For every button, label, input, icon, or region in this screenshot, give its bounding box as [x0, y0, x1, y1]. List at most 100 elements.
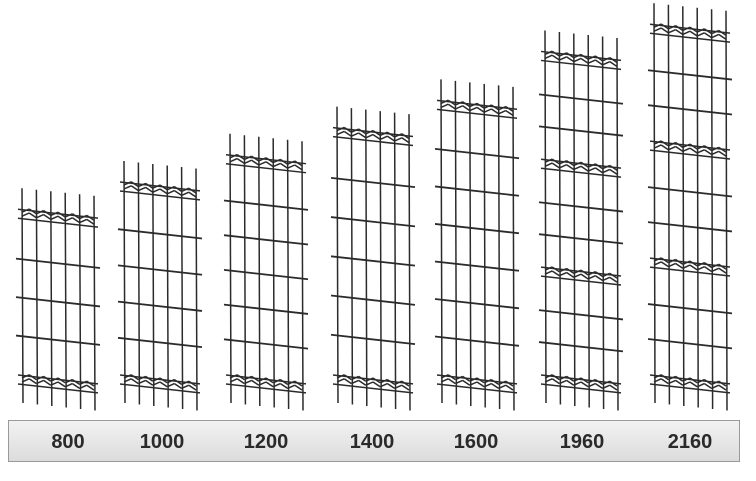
v-fold	[540, 266, 622, 286]
horizontal-wire	[330, 176, 416, 189]
vertical-wire	[440, 79, 443, 404]
vertical-wire	[601, 36, 605, 410]
height-label-1000: 1000	[139, 431, 185, 453]
vertical-wire	[78, 194, 82, 410]
v-fold	[436, 374, 518, 394]
vertical-wire	[573, 33, 576, 407]
v-fold	[119, 181, 201, 201]
vertical-wire	[710, 9, 714, 410]
horizontal-wire	[15, 334, 101, 346]
vertical-wire	[286, 139, 290, 410]
vertical-wire	[195, 168, 198, 411]
horizontal-wire	[223, 303, 309, 315]
horizontal-wire	[538, 233, 624, 245]
horizontal-wire	[330, 294, 416, 306]
v-fold	[119, 374, 201, 394]
horizontal-wire	[538, 341, 624, 353]
vertical-wire	[696, 7, 699, 408]
vertical-wire	[725, 10, 728, 411]
vertical-wire	[667, 4, 671, 405]
v-fold	[540, 50, 622, 71]
horizontal-wire	[223, 234, 309, 246]
vertical-wire	[379, 111, 382, 408]
v-fold	[649, 140, 731, 160]
height-label-1960: 1960	[559, 431, 605, 453]
vertical-wire	[616, 37, 619, 411]
vertical-wire	[258, 136, 261, 407]
v-fold	[332, 126, 414, 147]
horizontal-wire	[15, 257, 101, 269]
v-fold	[649, 257, 731, 277]
v-fold	[225, 153, 307, 174]
horizontal-wire	[223, 338, 309, 350]
vertical-wire	[64, 192, 67, 408]
v-fold	[17, 374, 99, 394]
vertical-wire	[497, 85, 501, 410]
horizontal-wire	[434, 185, 520, 197]
vertical-wire	[350, 108, 354, 405]
vertical-wire	[558, 31, 562, 405]
horizontal-wire	[117, 300, 203, 312]
vertical-wire	[93, 195, 96, 411]
horizontal-wire	[15, 296, 101, 308]
vertical-wire	[544, 30, 547, 404]
v-fold	[540, 374, 622, 394]
horizontal-wire	[434, 298, 520, 310]
vertical-wire	[653, 3, 656, 404]
horizontal-wire	[538, 93, 624, 105]
horizontal-wire	[117, 264, 203, 276]
vertical-wire	[454, 80, 458, 405]
horizontal-wire	[117, 228, 203, 240]
vertical-wire	[682, 6, 685, 407]
horizontal-wire	[647, 303, 733, 315]
horizontal-wire	[434, 148, 520, 160]
v-fold	[649, 23, 731, 43]
horizontal-wire	[434, 335, 520, 347]
horizontal-wire	[117, 336, 203, 349]
vertical-wire	[469, 82, 472, 407]
fence-panels-diagram	[15, 3, 733, 411]
horizontal-wire	[647, 69, 733, 81]
height-label-1200: 1200	[243, 431, 289, 453]
vertical-wire	[166, 165, 169, 408]
vertical-wire	[393, 112, 397, 410]
vertical-wire	[483, 83, 486, 408]
vertical-wire	[301, 141, 304, 411]
vertical-wire	[21, 188, 24, 404]
vertical-wire	[336, 106, 339, 404]
height-label-1400: 1400	[349, 431, 395, 453]
horizontal-wire	[330, 255, 416, 267]
height-label-2160: 2160	[667, 431, 713, 453]
vertical-wire	[35, 189, 39, 405]
horizontal-wire	[538, 201, 624, 213]
v-fold	[649, 374, 731, 394]
height-label-800: 800	[51, 431, 85, 453]
v-fold	[436, 99, 518, 120]
v-fold	[225, 374, 307, 394]
horizontal-wire	[434, 223, 520, 235]
vertical-wire	[123, 160, 126, 404]
height-label-1600: 1600	[453, 431, 499, 453]
horizontal-wire	[647, 186, 733, 198]
vertical-wire	[50, 191, 53, 407]
vertical-wire	[152, 163, 155, 407]
vertical-wire	[365, 109, 368, 407]
horizontal-wire	[330, 333, 416, 345]
horizontal-wire	[647, 104, 733, 116]
horizontal-wire	[330, 216, 416, 228]
horizontal-wire	[223, 269, 309, 281]
v-fold	[540, 158, 622, 178]
vertical-wire	[512, 86, 515, 411]
vertical-wire	[243, 135, 247, 405]
horizontal-wire	[538, 125, 624, 137]
vertical-wire	[587, 34, 590, 408]
vertical-wire	[272, 138, 275, 408]
horizontal-wire	[434, 260, 520, 272]
vertical-wire	[408, 114, 411, 411]
horizontal-wire	[223, 199, 309, 211]
horizontal-wire	[647, 338, 733, 350]
horizontal-wire	[538, 309, 624, 321]
height-label-bar	[8, 420, 740, 462]
vertical-wire	[180, 166, 184, 410]
v-fold	[17, 208, 99, 228]
